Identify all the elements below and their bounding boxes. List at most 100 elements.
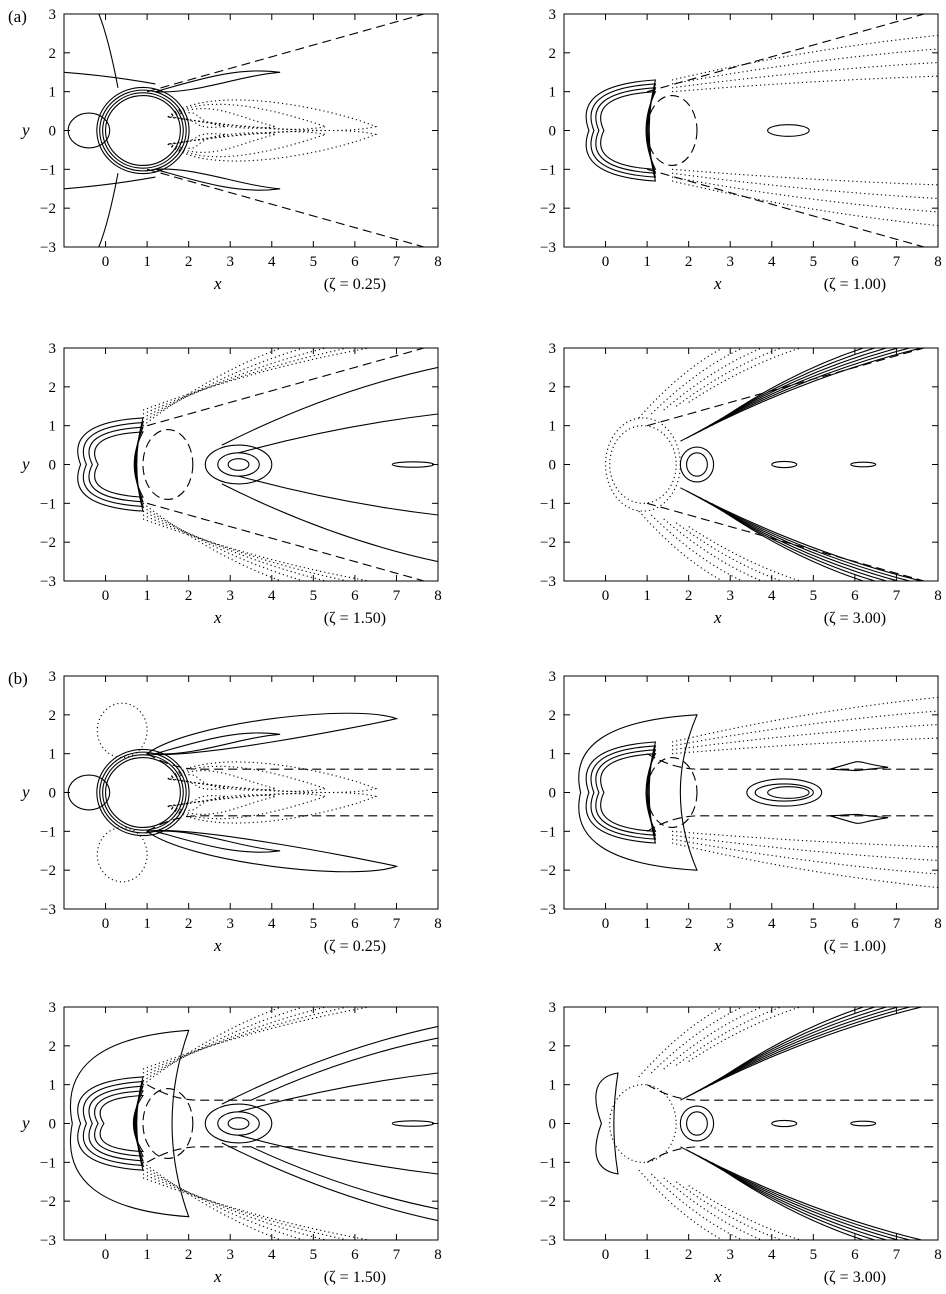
contour-field <box>70 1007 438 1240</box>
vortex-contour <box>227 1117 250 1130</box>
wake-contour <box>238 475 438 516</box>
wake-contour-dotted <box>167 774 227 790</box>
wake-contour-dotted <box>663 1007 764 1070</box>
wake-contour-dotted <box>671 710 938 747</box>
shear-lobe <box>155 830 281 853</box>
x-tick-label: 3 <box>226 254 234 270</box>
wake-contour-dotted <box>167 133 227 149</box>
wake-contour-dotted <box>166 793 328 820</box>
wake-contour <box>250 1146 438 1210</box>
wake-contour-dotted <box>675 1007 783 1066</box>
vortex-contour <box>686 452 708 477</box>
contour-field <box>67 702 438 883</box>
body-outline <box>646 95 698 167</box>
zeta-annotation: (ζ = 0.25) <box>324 938 386 955</box>
x-tick-label: 4 <box>768 916 776 932</box>
wake-boundary-line <box>646 168 927 247</box>
bow-contour <box>585 79 657 182</box>
x-tick-label: 3 <box>226 916 234 932</box>
shear-lobe <box>145 712 399 755</box>
vortex-contour <box>227 458 250 471</box>
plot-frame <box>563 1006 939 1241</box>
wake-contour-dotted <box>142 518 373 581</box>
wake-contour-dotted <box>638 348 724 419</box>
x-tick-label: 6 <box>351 916 359 932</box>
wake-contour-dotted <box>142 514 351 581</box>
x-axis-label: x <box>713 608 722 627</box>
wake-contour-dotted <box>671 34 938 81</box>
wake-contour-dotted <box>671 48 938 85</box>
y-tick-label: −3 <box>40 902 56 918</box>
x-tick-label: 2 <box>185 588 193 604</box>
wake-contour <box>711 1007 866 1086</box>
contour-field <box>64 14 427 247</box>
wake-contour <box>698 1007 889 1092</box>
wake-core-contour <box>771 460 798 469</box>
x-tick-label: 4 <box>268 588 276 604</box>
x-tick-label: 6 <box>851 588 859 604</box>
x-tick-label: 6 <box>851 254 859 270</box>
wake-contour <box>221 483 438 563</box>
x-tick-label: 5 <box>310 1247 318 1263</box>
y-tick-label: −2 <box>40 1194 56 1210</box>
x-tick-label: 3 <box>726 254 734 270</box>
wake-contour-dotted <box>142 1007 283 1086</box>
x-tick-label: 5 <box>310 916 318 932</box>
y-tick-label: −3 <box>40 240 56 256</box>
wake-boundary-line <box>646 1146 938 1163</box>
x-tick-label: 3 <box>726 1247 734 1263</box>
wake-boundary-line <box>146 14 427 93</box>
x-tick-label: 8 <box>434 254 442 270</box>
upstream-contour-dotted <box>605 417 681 512</box>
y-tick-label: 3 <box>49 669 57 685</box>
x-tick-label: 0 <box>602 588 610 604</box>
x-tick-label: 1 <box>143 916 151 932</box>
body-outline <box>646 756 698 828</box>
wake-contour-dotted <box>671 168 938 186</box>
wake-contour <box>705 499 877 581</box>
vortex-contour <box>686 1111 708 1136</box>
wake-boundary-line <box>646 815 938 832</box>
wake-contour <box>686 348 912 439</box>
wake-cell <box>829 761 889 772</box>
shear-lobe <box>155 70 281 93</box>
x-tick-label: 3 <box>726 916 734 932</box>
vortex-contour <box>204 444 273 485</box>
wake-contour-dotted <box>671 696 938 743</box>
x-tick-label: 8 <box>434 1247 442 1263</box>
wake-contour-dotted <box>675 1181 783 1240</box>
y-tick-label: −2 <box>540 201 556 217</box>
wake-contour <box>692 493 901 581</box>
x-tick-label: 2 <box>185 1247 193 1263</box>
y-tick-label: 1 <box>49 85 57 101</box>
bow-contour <box>70 1029 190 1218</box>
x-tick-label: 6 <box>851 916 859 932</box>
x-tick-label: 7 <box>893 1247 901 1263</box>
y-tick-label: 1 <box>549 747 557 763</box>
y-tick-label: 1 <box>49 419 57 435</box>
wake-contour <box>711 502 866 581</box>
wake-contour-dotted <box>671 61 938 89</box>
y-tick-label: −1 <box>540 496 556 512</box>
wake-contour-dotted <box>142 1165 306 1240</box>
x-tick-label: 1 <box>643 1247 651 1263</box>
body-contour <box>99 751 187 834</box>
bow-contour <box>600 753 657 832</box>
x-tick-label: 8 <box>934 254 942 270</box>
x-axis-label: x <box>213 1267 222 1286</box>
wake-contour-dotted <box>671 842 938 889</box>
bow-contour <box>94 431 144 498</box>
x-tick-label: 5 <box>810 1247 818 1263</box>
bow-contour <box>590 745 657 840</box>
y-tick-label: 0 <box>549 786 557 802</box>
wake-contour-dotted <box>671 830 938 848</box>
wake-contour <box>221 366 438 446</box>
shear-lobe <box>155 168 281 191</box>
wake-boundary-line <box>646 348 927 427</box>
wake-contour-dotted <box>688 348 803 403</box>
y-tick-label: 3 <box>549 341 557 357</box>
zeta-annotation: (ζ = 1.00) <box>824 276 886 293</box>
y-tick-label: 1 <box>549 1078 557 1094</box>
side-contour-dotted <box>96 702 148 759</box>
wake-contour-dotted <box>671 180 938 227</box>
